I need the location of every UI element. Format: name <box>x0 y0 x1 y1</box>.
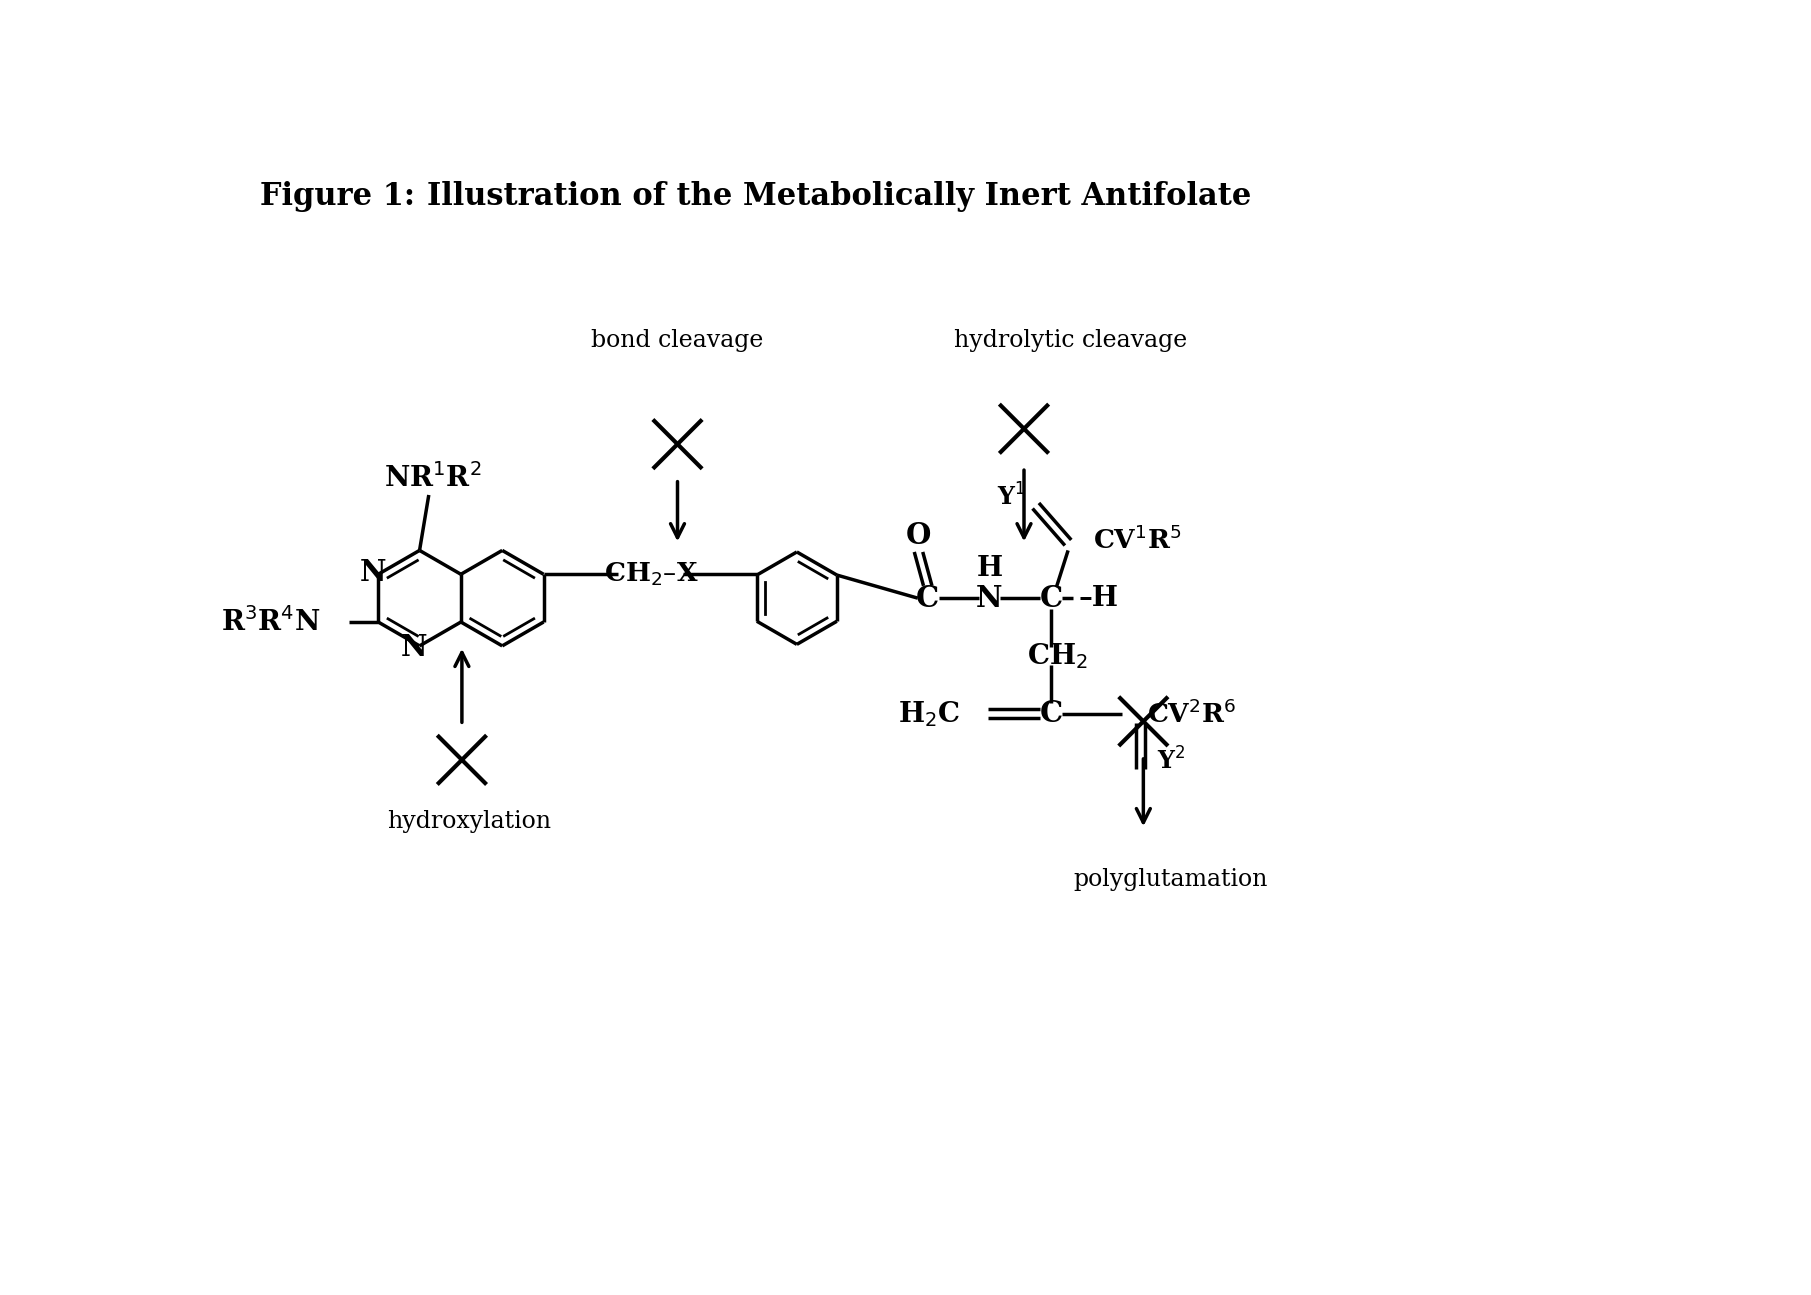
Text: –CH$_2$–X–: –CH$_2$–X– <box>590 561 710 588</box>
Text: CV$^1$R$^5$: CV$^1$R$^5$ <box>1094 526 1183 554</box>
Text: Y$^2$: Y$^2$ <box>1157 747 1186 774</box>
Text: CH$_2$: CH$_2$ <box>1027 641 1088 671</box>
Text: N: N <box>360 558 386 587</box>
Text: N: N <box>400 633 427 662</box>
Text: polyglutamation: polyglutamation <box>1074 868 1268 891</box>
Text: Illustration of the Metabolically Inert Antifolate: Illustration of the Metabolically Inert … <box>427 181 1251 212</box>
Text: Y$^1$: Y$^1$ <box>998 483 1025 510</box>
Text: NR$^1$R$^2$: NR$^1$R$^2$ <box>384 464 482 493</box>
Text: hydrolytic cleavage: hydrolytic cleavage <box>954 329 1186 352</box>
Text: O: O <box>906 521 931 549</box>
Text: H$_2$C: H$_2$C <box>898 699 960 729</box>
Text: N: N <box>976 584 1003 613</box>
Text: bond cleavage: bond cleavage <box>592 329 764 352</box>
Text: C: C <box>1040 584 1063 613</box>
Text: CV$^2$R$^6$: CV$^2$R$^6$ <box>1146 699 1237 728</box>
Text: C: C <box>1040 699 1063 728</box>
Text: R$^3$R$^4$N: R$^3$R$^4$N <box>221 607 321 637</box>
Text: C: C <box>916 584 940 613</box>
Text: Figure 1:: Figure 1: <box>261 181 415 212</box>
Text: H: H <box>976 556 1003 583</box>
Text: hydroxylation: hydroxylation <box>388 809 552 833</box>
Text: –H: –H <box>1079 584 1119 611</box>
